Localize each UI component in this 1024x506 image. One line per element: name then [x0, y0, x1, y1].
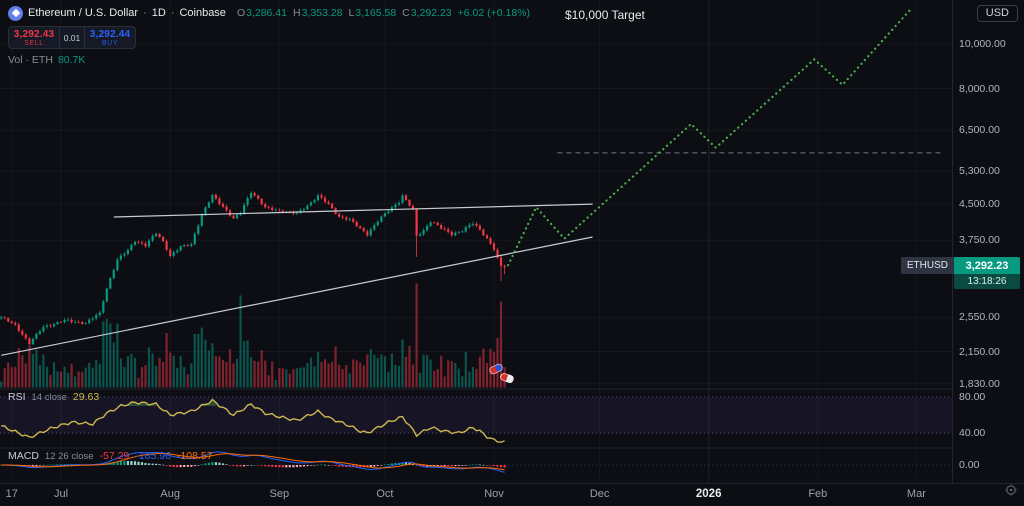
time-axis[interactable]: 17 Jul Aug Sep Oct Nov Dec 2026 Feb Mar: [0, 483, 1024, 506]
rsi-name: RSI: [8, 391, 26, 403]
price-tick-label: 8,000.00: [959, 82, 1000, 95]
macd-legend[interactable]: MACD 12 26 close -57.29 -185.96 -108.57: [8, 450, 213, 462]
price-tick-label: 1,830.00: [959, 377, 1000, 390]
close-label: C: [402, 7, 410, 19]
time-axis-label: Aug: [160, 488, 180, 500]
title-separator: ·: [143, 7, 147, 19]
macd-line-value: -185.96: [135, 450, 171, 462]
macd-hist-value: -57.29: [99, 450, 130, 462]
sell-button[interactable]: 3,292.43 SELL: [8, 26, 60, 49]
spread-value: 0.01: [60, 26, 84, 49]
sell-price: 3,292.43: [13, 29, 55, 40]
low-label: L: [348, 7, 355, 19]
badge-price-value: 3,292.23: [954, 257, 1020, 275]
rsi-value: 29.63: [72, 391, 100, 403]
volume-value: 80.7K: [57, 54, 86, 66]
time-axis-label: 17: [5, 488, 18, 500]
price-tick-label: 5,300.00: [959, 164, 1000, 177]
symbol-title-row: Ethereum / U.S. Dollar · 1D · Coinbase O…: [8, 5, 530, 21]
close-value: 3,292.23: [410, 7, 452, 19]
price-tick-label: 10,000.00: [959, 37, 1006, 50]
ohlc-readout: O 3,286.41 H 3,353.28 L 3,165.58 C 3,292.23 …: [237, 7, 530, 19]
buy-button[interactable]: 3,292.44 BUY: [84, 26, 136, 49]
time-axis-label: Feb: [808, 488, 828, 500]
volume-legend[interactable]: Vol · ETH 80.7K: [8, 54, 530, 66]
time-axis-label: 2026: [695, 488, 722, 500]
open-label: O: [236, 7, 246, 19]
buy-price: 3,292.44: [89, 29, 131, 40]
time-axis-label: Oct: [376, 488, 394, 500]
time-axis-label: Dec: [589, 488, 610, 500]
rsi-params: 14 close: [31, 392, 67, 403]
time-axis-label: Sep: [269, 488, 290, 500]
exchange-label[interactable]: Coinbase: [179, 7, 226, 19]
macd-name: MACD: [8, 450, 39, 462]
price-tick-label: 2,550.00: [959, 311, 1000, 324]
currency-toggle-button[interactable]: USD: [976, 5, 1018, 22]
symbol-title[interactable]: Ethereum / U.S. Dollar: [28, 7, 139, 19]
time-axis-label: Mar: [906, 488, 926, 500]
low-value: 3,165.58: [355, 7, 397, 19]
price-axis[interactable]: 10,000.00 8,000.00 6,500.00 5,300.00 4,500.0…: [952, 0, 1024, 483]
price-tick-label: 6,500.00: [959, 124, 1000, 136]
chart-header: Ethereum / U.S. Dollar · 1D · Coinbase O…: [8, 5, 530, 66]
buy-label: BUY: [101, 40, 119, 47]
volume-label: Vol · ETH: [8, 54, 53, 66]
buy-sell-widget: 3,292.43 SELL 0.01 3,292.44 BUY: [8, 26, 136, 49]
change-value: +6.02 (+0.18%): [457, 7, 531, 19]
candle-countdown: 13:18:26: [954, 274, 1020, 290]
macd-signal-value: -108.57: [176, 450, 213, 462]
time-axis-label: Nov: [484, 488, 504, 500]
time-axis-label: Jul: [53, 488, 69, 500]
high-value: 3,353.28: [301, 7, 343, 19]
macd-params: 12 26 close: [44, 451, 94, 462]
sell-label: SELL: [24, 40, 44, 47]
rsi-tick-label: 40.00: [959, 427, 986, 439]
settings-icon[interactable]: [1005, 483, 1017, 501]
price-tick-label: 3,750.00: [959, 234, 1000, 247]
eth-diamond-glyph: [11, 8, 20, 18]
ethereum-logo-icon: [8, 5, 23, 21]
price-target-annotation[interactable]: $10,000 Target: [565, 8, 645, 22]
interval-label[interactable]: 1D: [151, 7, 166, 19]
macd-tick-label: 0.00: [959, 459, 980, 471]
open-value: 3,286.41: [246, 7, 287, 19]
rsi-legend[interactable]: RSI 14 close 29.63: [8, 391, 99, 403]
rsi-tick-label: 80.00: [959, 391, 986, 403]
high-label: H: [292, 7, 301, 19]
badge-symbol-label: ETHUSD: [900, 257, 954, 275]
title-separator: ·: [170, 7, 175, 19]
current-price-badge: ETHUSD 3,292.23: [900, 257, 1020, 275]
price-tick-label: 4,500.00: [959, 197, 1000, 210]
price-tick-label: 2,150.00: [959, 345, 1000, 358]
